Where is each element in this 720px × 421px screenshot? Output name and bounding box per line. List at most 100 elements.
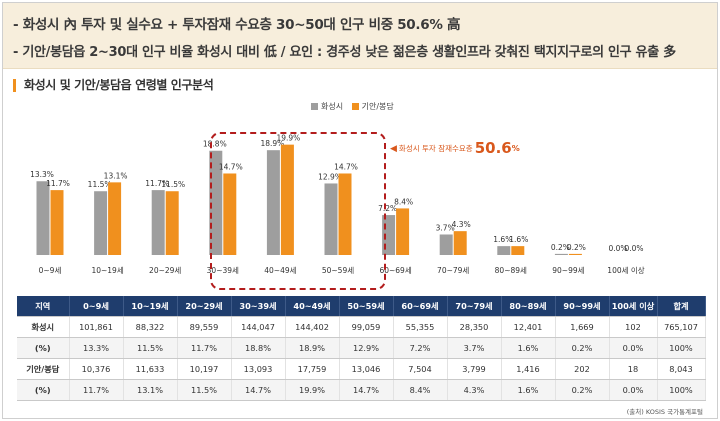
data-label-hwaseong: 13.3% [30,170,54,179]
table-cell: 3,799 [447,358,502,380]
table-row-label: 기안/봉담 [17,358,70,380]
table-cell: 14.7% [231,379,286,401]
table-cell: 18.9% [285,337,340,359]
table-cell: 0.2% [555,379,610,401]
data-label-hwaseong: 1.6% [493,235,512,244]
age-bar-chart: 13.3%11.7%0~9세11.5%13.1%10~19세11.7%11.5%… [30,134,645,275]
table-header-cell: 70~79세 [447,296,502,317]
bar-hwaseong [497,246,511,255]
table-cell: 88,322 [123,316,178,338]
table-cell: 14.7% [339,379,394,401]
bar-gian [165,191,179,255]
table-cell: 8.4% [393,379,448,401]
data-label-hwaseong: 7.2% [378,204,397,213]
x-tick-label: 30~39세 [207,266,239,275]
table-header-cell: 90~99세 [555,296,610,317]
table-cell: 19.9% [285,379,340,401]
table-cell: 1.6% [501,337,556,359]
table-cell: 11.7% [177,337,232,359]
legend-label-gian: 기안/봉담 [361,102,394,111]
table-cell: 11.5% [177,379,232,401]
bar-hwaseong [209,150,223,255]
table-row: 화성시 101,861 88,322 89,559 144,047 144,402 99,0… [17,316,706,338]
callout-arrow-icon: ◀ [390,144,397,154]
table-header-cell: 합계 [657,296,706,317]
x-tick-label: 10~19세 [91,266,123,275]
population-table: 지역 0~9세 10~19세 20~29세 30~39세 40~49세 50~59세 60~6… [17,296,706,401]
bar-gian [511,246,525,255]
table-row-label: (%) [17,379,70,401]
bar-hwaseong [324,183,338,255]
data-label-gian: 0.2% [567,243,586,252]
table-cell: 18 [609,358,658,380]
table-header-cell: 30~39세 [231,296,286,317]
table-header-cell: 100세 이상 [609,296,658,317]
bar-gian [568,253,582,255]
table-cell: 18.8% [231,337,286,359]
bar-gian [50,190,64,255]
data-label-hwaseong: 12.9% [318,172,342,181]
highlight-box-30-50 [210,132,386,290]
table-cell: 12,401 [501,316,556,338]
bar-gian [396,208,410,255]
x-tick-label: 90~99세 [552,266,584,275]
section-title: 화성시 및 기안/봉담읍 연령별 인구분석 [13,79,214,92]
table-cell: 13.1% [123,379,178,401]
table-header-cell: 20~29세 [177,296,232,317]
data-label-gian: 14.7% [219,162,243,171]
data-label-gian: 8.4% [394,197,413,206]
bar-gian [338,173,352,255]
table-cell: 100% [657,379,706,401]
data-label-gian: 19.9% [276,134,300,143]
data-label-gian: 11.7% [46,179,70,188]
table-row-label: (%) [17,337,70,359]
data-label-gian: 4.3% [452,220,471,229]
chart-legend: 화성시 기안/봉담 [305,101,394,112]
data-label-hwaseong: 0.2% [551,243,570,252]
table-cell: 10,376 [69,358,124,380]
table-cell: 28,350 [447,316,502,338]
legend-label-hwaseong: 화성시 [321,102,344,111]
table-cell: 7,504 [393,358,448,380]
x-tick-label: 80~89세 [495,266,527,275]
bar-gian [453,231,467,255]
table-cell: 89,559 [177,316,232,338]
table-header-cell: 0~9세 [69,296,124,317]
source-note: (출처) KOSIS 국가통계포털 [626,408,703,416]
table-cell: 13.3% [69,337,124,359]
table-header-cell: 지역 [17,296,70,317]
data-label-hwaseong: 3.7% [436,223,455,232]
table-cell: 0.0% [609,379,658,401]
summary-header: - 화성시 內 투자 및 실수요 + 투자잠재 수요층 30~50대 인구 비중… [3,3,717,69]
x-tick-label: 60~69세 [379,266,411,275]
table-cell: 0.2% [555,337,610,359]
data-label-gian: 11.5% [161,180,185,189]
table-header-cell: 10~19세 [123,296,178,317]
table-cell: 7.2% [393,337,448,359]
table-cell: 4.3% [447,379,502,401]
table-header-cell: 50~59세 [339,296,394,317]
investment-callout: ◀ 화성시 투자 잠재수요층 50.6% [390,139,520,157]
data-label-hwaseong: 18.9% [260,139,284,148]
table-cell: 8,043 [657,358,706,380]
bar-hwaseong [554,253,568,255]
bar-hwaseong [439,234,453,255]
data-label-hwaseong: 11.5% [88,180,112,189]
table-header-cell: 40~49세 [285,296,340,317]
x-tick-label: 0~9세 [39,266,62,275]
table-cell: 202 [555,358,610,380]
x-tick-label: 40~49세 [264,266,296,275]
table-cell: 10,197 [177,358,232,380]
data-label-hwaseong: 11.7% [145,179,169,188]
data-label-gian: 14.7% [334,162,358,171]
bar-hwaseong [151,190,165,255]
bar-gian [280,144,294,255]
table-cell: 12.9% [339,337,394,359]
table-cell: 1,669 [555,316,610,338]
table-row: (%) 13.3% 11.5% 11.7% 18.8% 18.9% 12.9% 7.2% 3.7… [17,337,706,359]
x-tick-label: 100세 이상 [607,265,644,275]
data-label-gian: 1.6% [509,235,528,244]
table-cell: 100% [657,337,706,359]
table-cell: 1.6% [501,379,556,401]
